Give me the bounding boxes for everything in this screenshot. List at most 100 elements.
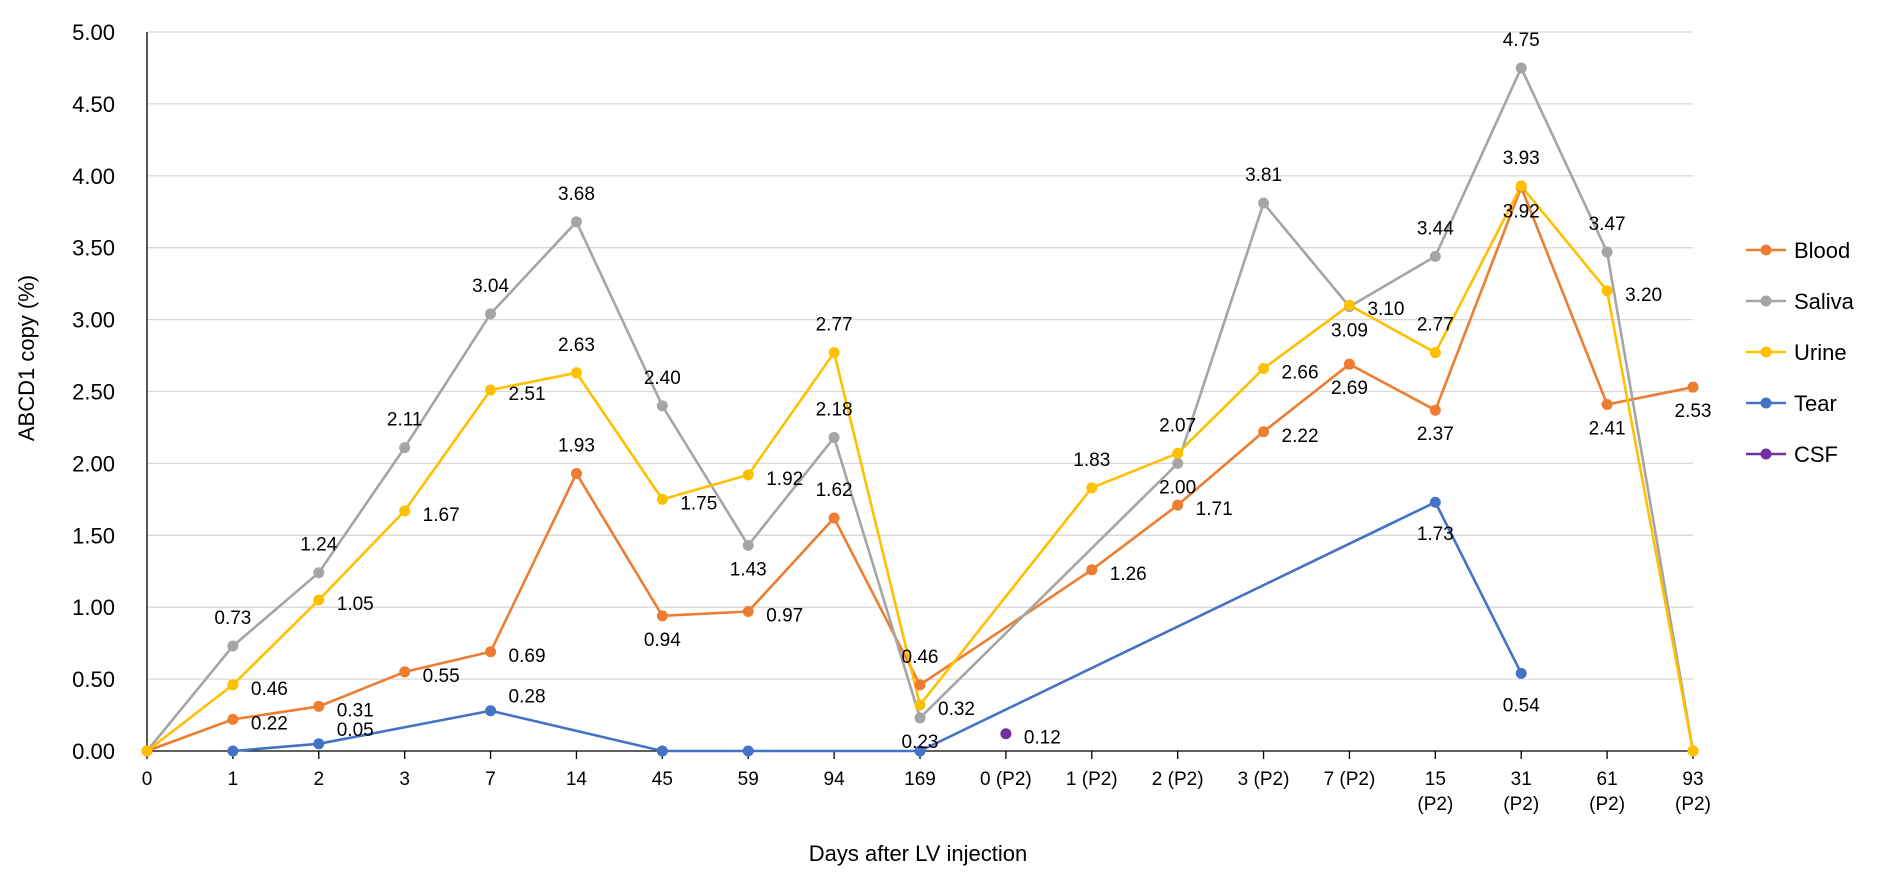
data-label-tear: 0.05 (337, 720, 374, 741)
data-point-tear (485, 705, 497, 717)
x-tick-label: 0 (142, 769, 153, 790)
x-tick-label: 59 (738, 769, 759, 790)
data-label-blood: 1.93 (558, 435, 595, 456)
y-tick-label: 3.50 (72, 236, 115, 261)
data-point-blood (485, 646, 497, 658)
legend-swatch-marker (1760, 295, 1772, 307)
data-point-urine (914, 699, 926, 711)
data-point-saliva (399, 442, 411, 454)
data-label-saliva: 3.81 (1245, 165, 1282, 186)
x-tick-label: 45 (652, 769, 673, 790)
data-label-saliva: 2.18 (816, 400, 853, 421)
x-tick-label: 31 (P2) (1503, 769, 1539, 815)
data-point-saliva (227, 640, 239, 652)
data-label-blood: 2.22 (1282, 426, 1319, 447)
data-point-blood (1258, 426, 1270, 438)
y-tick-label: 5.00 (72, 20, 115, 45)
data-label-urine: 2.77 (1417, 315, 1454, 336)
data-label-saliva: 3.04 (472, 276, 509, 297)
data-label-blood: 0.31 (337, 700, 374, 721)
data-label-saliva: 3.47 (1589, 214, 1626, 235)
data-point-urine (570, 367, 582, 379)
axes: 0.00 0.50 1.00 1.50 2.00 2.50 3.00 3.50 4.00 4.50… (72, 20, 1711, 815)
y-tick-label: 0.50 (72, 667, 115, 692)
data-point-saliva (1172, 457, 1184, 469)
series-line-tear (232, 500, 1523, 753)
x-tick-label: 2 (313, 769, 324, 790)
data-label-urine: 1.92 (766, 469, 803, 490)
data-label-saliva: 1.43 (730, 559, 767, 580)
data-label-saliva: 0.23 (902, 732, 939, 753)
y-tick-label: 3.00 (72, 308, 115, 333)
series-line-urine (146, 184, 1695, 753)
y-tick-label: 4.00 (72, 164, 115, 189)
x-tick-label: 3 (P2) (1238, 769, 1290, 790)
data-point-saliva (656, 400, 668, 412)
legend: Blood Saliva Urine Tear CSF (1746, 238, 1855, 467)
legend-label: Urine (1794, 340, 1847, 365)
legend-label: Tear (1794, 391, 1837, 416)
legend-label: Saliva (1794, 289, 1855, 314)
data-label-urine: 3.10 (1367, 299, 1404, 320)
data-point-saliva (485, 308, 497, 320)
data-point-urine (656, 493, 668, 505)
data-label-blood: 3.92 (1503, 201, 1540, 222)
y-tick-label: 4.50 (72, 92, 115, 117)
data-label-saliva: 2.11 (387, 410, 423, 431)
y-tick-label: 1.00 (72, 595, 115, 620)
data-point-saliva (1601, 246, 1613, 258)
data-label-tear: 0.54 (1503, 695, 1540, 716)
x-tick-label: 61 (P2) (1589, 769, 1625, 815)
data-point-urine (485, 384, 497, 396)
data-label-urine: 1.05 (337, 594, 374, 615)
data-point-blood (1601, 398, 1613, 410)
data-point-blood (1687, 381, 1699, 393)
legend-swatch-marker (1760, 244, 1772, 256)
data-label-blood: 2.53 (1675, 401, 1712, 422)
data-point-urine (1086, 482, 1098, 494)
x-tick-label: 0 (P2) (980, 769, 1032, 790)
y-tick-label: 2.00 (72, 451, 115, 476)
data-label-urine: 2.77 (816, 315, 853, 336)
legend-swatch-marker (1760, 397, 1772, 409)
data-label-blood: 1.26 (1110, 564, 1147, 585)
x-axis-title: Days after LV injection (809, 841, 1027, 866)
data-label-blood: 0.97 (766, 606, 803, 627)
x-tick-label: 2 (P2) (1152, 769, 1204, 790)
data-point-blood (1429, 404, 1441, 416)
data-label-blood: 0.55 (423, 666, 460, 687)
x-tick-label: 94 (824, 769, 846, 790)
data-point-csf (1000, 728, 1012, 740)
data-label-saliva: 2.00 (1159, 477, 1196, 498)
x-tick-label: 1 (228, 769, 239, 790)
data-point-blood (1343, 358, 1355, 370)
data-label-saliva: 3.44 (1417, 218, 1454, 239)
data-label-blood: 1.62 (816, 480, 853, 501)
data-label-urine: 2.51 (509, 384, 546, 405)
data-point-blood (742, 606, 754, 618)
legend-item-urine: Urine (1746, 340, 1847, 365)
series (141, 62, 1699, 757)
data-point-saliva (828, 432, 840, 444)
data-point-blood (1172, 499, 1184, 511)
legend-swatch-marker (1760, 448, 1772, 460)
x-tick-label: 3 (399, 769, 410, 790)
data-point-urine (399, 505, 411, 517)
data-point-urine (227, 679, 239, 691)
data-point-urine (742, 469, 754, 481)
legend-item-csf: CSF (1746, 442, 1838, 467)
data-labels: 0.22 0.31 0.55 0.69 1.93 0.94 0.97 1.62 0.46 1.26… (214, 30, 1711, 753)
data-label-blood: 0.22 (251, 713, 288, 734)
legend-swatch-marker (1760, 346, 1772, 358)
data-point-blood (828, 512, 840, 524)
legend-label: Blood (1794, 238, 1850, 263)
data-label-urine: 0.32 (938, 699, 975, 720)
data-point-urine (1172, 447, 1184, 459)
data-label-saliva: 2.40 (644, 368, 681, 389)
x-tick-label: 7 (P2) (1324, 769, 1376, 790)
data-point-urine (1343, 299, 1355, 311)
data-label-blood: 0.69 (509, 646, 546, 667)
data-point-saliva (1258, 197, 1270, 209)
data-point-saliva (1429, 250, 1441, 262)
